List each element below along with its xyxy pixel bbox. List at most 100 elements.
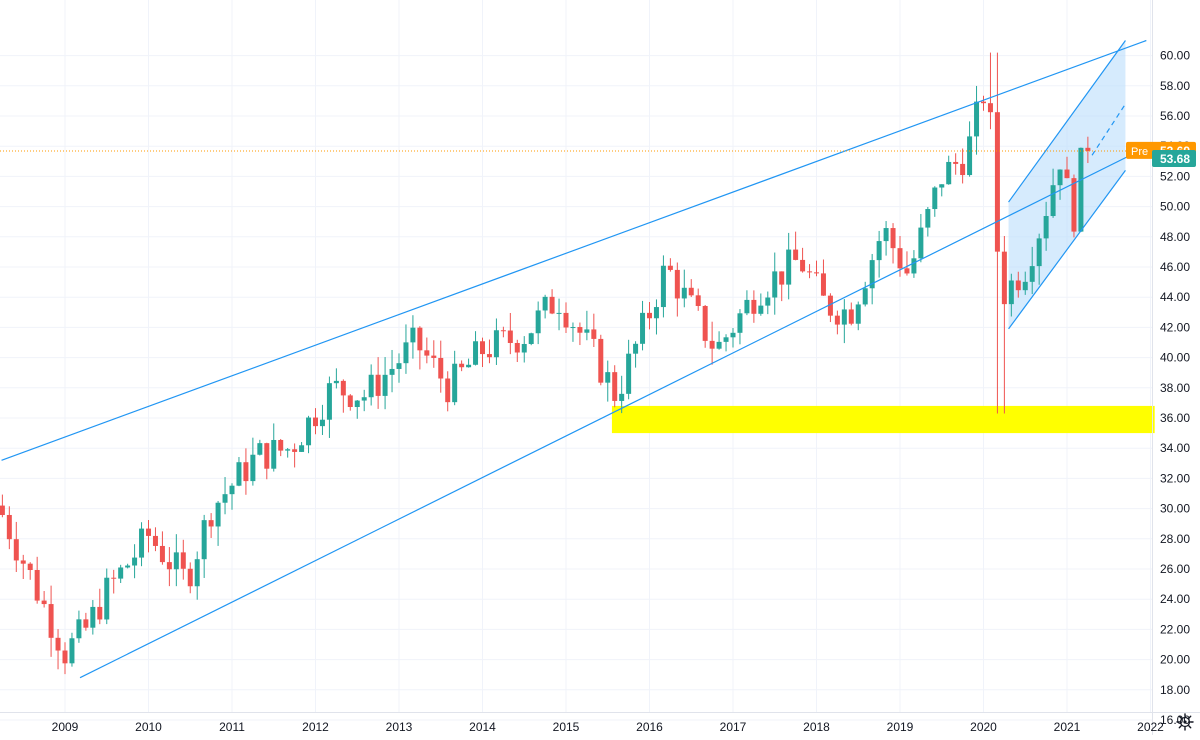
candle-body[interactable] xyxy=(41,600,47,605)
candle-body[interactable] xyxy=(319,419,325,427)
candle-body[interactable] xyxy=(236,462,242,486)
candle-body[interactable] xyxy=(904,268,910,274)
candle-body[interactable] xyxy=(855,304,861,324)
candle-body[interactable] xyxy=(786,249,792,285)
candle-body[interactable] xyxy=(424,350,430,356)
candle-body[interactable] xyxy=(445,378,451,403)
candle-body[interactable] xyxy=(716,341,722,349)
candle-body[interactable] xyxy=(591,329,597,339)
candle-body[interactable] xyxy=(974,101,980,137)
candle-body[interactable] xyxy=(159,545,165,563)
candle-body[interactable] xyxy=(820,273,826,296)
candle-body[interactable] xyxy=(793,249,799,260)
candle-body[interactable] xyxy=(612,372,618,401)
candle-body[interactable] xyxy=(862,288,868,305)
candle-body[interactable] xyxy=(208,520,214,527)
candle-body[interactable] xyxy=(841,309,847,325)
candle-body[interactable] xyxy=(1043,216,1049,239)
candle-body[interactable] xyxy=(890,228,896,249)
candle-body[interactable] xyxy=(570,327,576,329)
candle-body[interactable] xyxy=(563,312,569,328)
candle-body[interactable] xyxy=(800,259,806,272)
candle-body[interactable] xyxy=(0,505,5,515)
candle-body[interactable] xyxy=(480,341,485,355)
candle-body[interactable] xyxy=(55,637,61,651)
candle-body[interactable] xyxy=(354,400,360,408)
candle-body[interactable] xyxy=(340,380,346,396)
candle-body[interactable] xyxy=(702,305,708,341)
candle-body[interactable] xyxy=(264,443,270,469)
candle-body[interactable] xyxy=(946,161,952,185)
candle-body[interactable] xyxy=(173,552,179,570)
candle-body[interactable] xyxy=(403,342,409,364)
candle-body[interactable] xyxy=(605,372,611,383)
candle-body[interactable] xyxy=(326,383,332,420)
candle-body[interactable] xyxy=(152,535,158,546)
candle-body[interactable] xyxy=(97,606,103,620)
candle-body[interactable] xyxy=(528,333,534,344)
candle-body[interactable] xyxy=(83,619,89,628)
candle-body[interactable] xyxy=(257,443,263,455)
candle-body[interactable] xyxy=(987,103,993,113)
candle-body[interactable] xyxy=(869,260,875,289)
candle-body[interactable] xyxy=(382,374,388,396)
candle-body[interactable] xyxy=(807,271,813,273)
candle-body[interactable] xyxy=(292,449,298,452)
candle-body[interactable] xyxy=(146,528,151,536)
candle-body[interactable] xyxy=(20,560,26,564)
candle-body[interactable] xyxy=(834,315,840,325)
candle-body[interactable] xyxy=(779,271,785,285)
candle-body[interactable] xyxy=(981,101,986,104)
candle-body[interactable] xyxy=(507,330,513,343)
candle-body[interactable] xyxy=(918,227,924,259)
candle-body[interactable] xyxy=(361,397,367,401)
candle-body[interactable] xyxy=(438,357,444,379)
candle-body[interactable] xyxy=(333,380,339,384)
candle-body[interactable] xyxy=(994,112,1000,252)
candle-body[interactable] xyxy=(751,299,757,314)
candle-body[interactable] xyxy=(883,228,889,242)
candle-body[interactable] xyxy=(104,577,110,620)
candle-body[interactable] xyxy=(459,363,465,368)
candle-body[interactable] xyxy=(723,337,729,342)
candle-body[interactable] xyxy=(827,295,833,316)
candle-body[interactable] xyxy=(250,454,256,482)
candle-body[interactable] xyxy=(493,330,499,358)
candle-body[interactable] xyxy=(125,565,131,568)
candle-body[interactable] xyxy=(925,209,931,228)
candle-body[interactable] xyxy=(633,343,639,354)
candle-body[interactable] xyxy=(299,445,305,452)
small-channel-lower[interactable] xyxy=(1008,170,1126,330)
candle-body[interactable] xyxy=(62,650,68,664)
candle-body[interactable] xyxy=(584,329,590,333)
candle-body[interactable] xyxy=(139,528,145,558)
candle-body[interactable] xyxy=(1085,147,1091,152)
candle-body[interactable] xyxy=(577,327,583,333)
candle-body[interactable] xyxy=(744,299,750,314)
candle-body[interactable] xyxy=(389,368,395,375)
candle-body[interactable] xyxy=(431,355,437,358)
candle-body[interactable] xyxy=(737,313,743,333)
candle-body[interactable] xyxy=(368,374,374,398)
candle-body[interactable] xyxy=(222,494,228,503)
candle-body[interactable] xyxy=(521,343,527,353)
candle-body[interactable] xyxy=(278,439,284,451)
candle-body[interactable] xyxy=(500,330,506,332)
candle-body[interactable] xyxy=(695,295,701,306)
small-channel-upper[interactable] xyxy=(1008,40,1126,203)
candle-body[interactable] xyxy=(535,310,541,334)
candle-body[interactable] xyxy=(653,307,659,319)
candle-body[interactable] xyxy=(960,163,966,176)
candle-body[interactable] xyxy=(967,136,973,176)
candle-body[interactable] xyxy=(187,568,193,587)
candle-body[interactable] xyxy=(76,619,82,639)
candle-body[interactable] xyxy=(13,539,19,561)
candle-body[interactable] xyxy=(215,502,221,527)
candle-body[interactable] xyxy=(549,296,555,314)
candle-body[interactable] xyxy=(452,363,458,403)
candle-body[interactable] xyxy=(709,340,715,349)
candle-body[interactable] xyxy=(932,187,938,210)
candle-body[interactable] xyxy=(285,449,291,451)
candle-body[interactable] xyxy=(201,520,207,560)
candle-body[interactable] xyxy=(1050,185,1056,217)
